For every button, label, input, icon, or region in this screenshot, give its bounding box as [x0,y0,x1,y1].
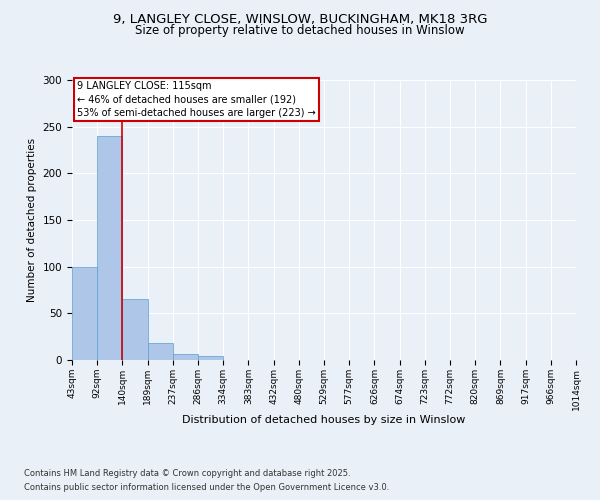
Text: 9 LANGLEY CLOSE: 115sqm
← 46% of detached houses are smaller (192)
53% of semi-d: 9 LANGLEY CLOSE: 115sqm ← 46% of detache… [77,82,316,118]
Text: 9, LANGLEY CLOSE, WINSLOW, BUCKINGHAM, MK18 3RG: 9, LANGLEY CLOSE, WINSLOW, BUCKINGHAM, M… [113,12,487,26]
Bar [122,300,148,360]
X-axis label: Distribution of detached houses by size in Winslow: Distribution of detached houses by size … [182,415,466,425]
Text: Contains HM Land Registry data © Crown copyright and database right 2025.: Contains HM Land Registry data © Crown c… [24,468,350,477]
Y-axis label: Number of detached properties: Number of detached properties [27,138,37,302]
Bar [173,354,198,360]
Bar [97,136,122,360]
Text: Size of property relative to detached houses in Winslow: Size of property relative to detached ho… [135,24,465,37]
Text: Contains public sector information licensed under the Open Government Licence v3: Contains public sector information licen… [24,484,389,492]
Bar [198,356,223,360]
Bar [72,266,97,360]
Bar [148,343,173,360]
